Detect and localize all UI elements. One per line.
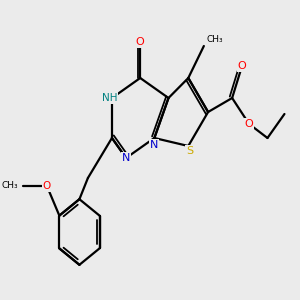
Text: NH: NH	[102, 93, 117, 103]
Text: O: O	[245, 119, 254, 129]
Text: S: S	[186, 146, 193, 156]
Text: O: O	[136, 37, 145, 47]
Text: CH₃: CH₃	[2, 182, 19, 190]
Text: N: N	[150, 140, 158, 150]
Text: N: N	[122, 153, 130, 163]
Text: O: O	[43, 181, 51, 191]
Text: CH₃: CH₃	[207, 35, 223, 44]
Text: O: O	[238, 61, 246, 71]
